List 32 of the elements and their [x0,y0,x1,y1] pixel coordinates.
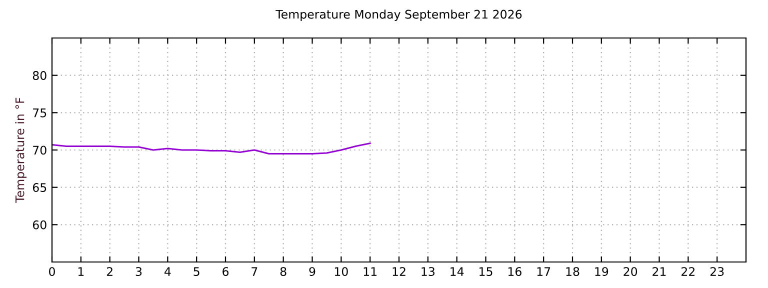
y-tick-label: 60 [32,220,46,230]
y-tick-label: 70 [33,146,46,155]
x-tick-label: 23 [710,267,724,276]
x-tick-label: 15 [480,267,492,276]
x-tick-label: 17 [537,267,550,276]
x-tick-label: 6 [222,267,229,276]
x-tick-label: 19 [595,267,608,276]
x-tick-label: 20 [624,267,638,276]
x-tick-label: 22 [682,267,694,276]
x-tick-label: 12 [392,267,406,276]
y-tick-label: 80 [32,71,46,80]
x-tick-label: 9 [309,267,316,276]
y-tick-label: 75 [33,108,46,118]
x-tick-label: 7 [252,267,258,276]
x-tick-label: 3 [136,267,142,276]
x-tick-label: 11 [364,267,377,276]
x-tick-label: 16 [508,267,522,276]
x-tick-label: 8 [280,267,286,276]
x-tick-label: 2 [106,267,112,276]
line-series [52,142,371,154]
x-tick-label: 14 [450,267,464,276]
x-tick-label: 5 [194,267,200,276]
x-tick-label: 18 [566,267,580,276]
x-tick-label: 0 [49,267,55,276]
x-tick-label: 4 [164,267,171,276]
x-tick-label: 13 [422,267,434,276]
x-tick-label: 1 [78,267,84,276]
y-axis-title: Temperature in °F [15,98,27,203]
y-tick-label: 65 [32,183,46,192]
x-tick-label: 21 [652,267,666,276]
x-tick-label: 10 [334,267,348,276]
chart-title: Temperature Monday September 21 2026 [276,10,522,22]
